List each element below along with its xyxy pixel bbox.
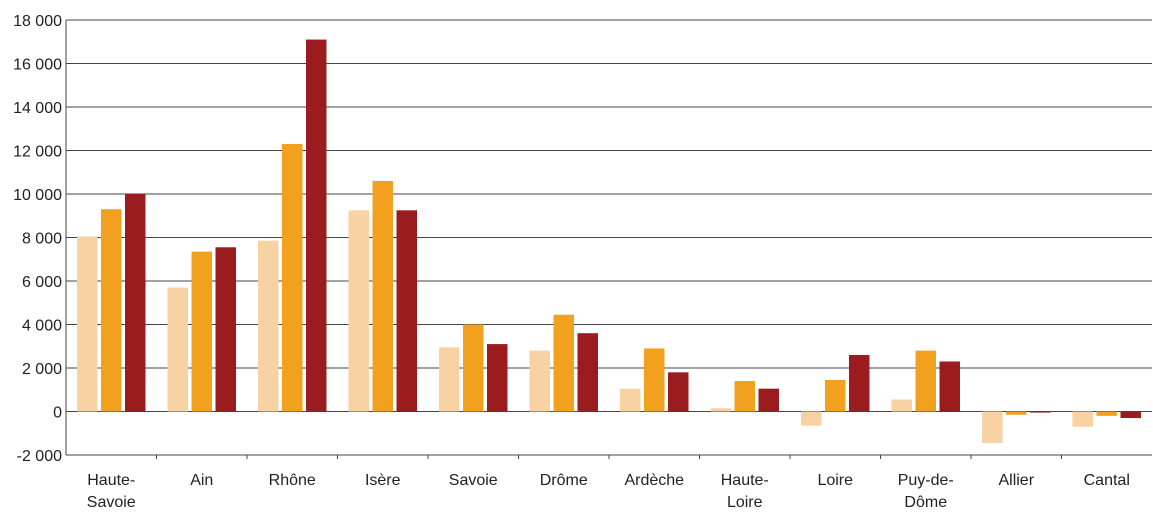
bar bbox=[77, 236, 98, 412]
bar bbox=[982, 411, 1003, 444]
bar bbox=[644, 348, 665, 412]
x-tick-label: Savoie bbox=[449, 472, 498, 489]
bar bbox=[668, 372, 689, 412]
bar bbox=[463, 324, 484, 412]
bar bbox=[191, 251, 212, 412]
bar bbox=[1006, 411, 1027, 415]
x-tick-label: Savoie bbox=[87, 494, 136, 511]
bar bbox=[758, 388, 779, 412]
bar bbox=[915, 350, 936, 412]
y-tick-label: 8 000 bbox=[22, 231, 62, 248]
x-tick-label: Dôme bbox=[904, 494, 947, 511]
bar bbox=[348, 210, 369, 412]
x-tick-label: Ardèche bbox=[624, 472, 684, 489]
bar bbox=[101, 209, 122, 412]
bar bbox=[577, 333, 598, 412]
bar bbox=[620, 388, 641, 412]
bar bbox=[372, 180, 393, 412]
bar bbox=[1030, 411, 1051, 413]
bar bbox=[710, 408, 731, 412]
bar bbox=[1096, 411, 1117, 416]
y-tick-label: -2 000 bbox=[17, 448, 62, 465]
x-tick-label: Allier bbox=[998, 472, 1034, 489]
bar bbox=[167, 287, 188, 412]
bar bbox=[396, 210, 417, 412]
bar bbox=[282, 143, 303, 412]
x-tick-label: Puy-de- bbox=[898, 472, 954, 489]
x-tick-label: Ain bbox=[190, 472, 213, 489]
x-tick-label: Haute- bbox=[87, 472, 135, 489]
y-tick-label: 12 000 bbox=[13, 144, 62, 161]
x-tick-label: Isère bbox=[365, 472, 401, 489]
x-tick-label: Cantal bbox=[1084, 472, 1130, 489]
y-tick-label: 18 000 bbox=[13, 13, 62, 30]
bar bbox=[215, 247, 236, 412]
gridlines bbox=[66, 19, 1152, 456]
bar bbox=[258, 240, 279, 412]
bars bbox=[77, 39, 1141, 444]
y-tick-label: 2 000 bbox=[22, 361, 62, 378]
bar bbox=[1072, 411, 1093, 427]
x-tick-label: Loire bbox=[727, 494, 763, 511]
x-tick-label: Drôme bbox=[540, 472, 588, 489]
bar bbox=[306, 39, 327, 412]
x-tick-label: Rhône bbox=[269, 472, 316, 489]
y-tick-label: 4 000 bbox=[22, 318, 62, 335]
y-tick-label: 14 000 bbox=[13, 100, 62, 117]
bar bbox=[1120, 411, 1141, 419]
bar bbox=[553, 314, 574, 412]
axes bbox=[65, 20, 1062, 459]
axis-labels: -2 000 0 2 000 4 000 6 000 8 000 10 000 12 000 1… bbox=[13, 13, 1130, 511]
bar bbox=[529, 350, 550, 412]
x-tick-label: Haute- bbox=[721, 472, 769, 489]
bar bbox=[439, 347, 460, 412]
bar bbox=[801, 411, 822, 426]
y-tick-label: 16 000 bbox=[13, 57, 62, 74]
bar bbox=[125, 194, 146, 412]
bar bbox=[734, 381, 755, 412]
bar bbox=[939, 361, 960, 412]
bar bbox=[487, 344, 508, 412]
y-tick-label: 0 bbox=[53, 405, 62, 422]
y-tick-label: 10 000 bbox=[13, 187, 62, 204]
x-tick-label: Loire bbox=[817, 472, 853, 489]
bar bbox=[849, 354, 870, 412]
bar bbox=[891, 399, 912, 412]
y-tick-label: 6 000 bbox=[22, 274, 62, 291]
bar bbox=[825, 379, 846, 412]
